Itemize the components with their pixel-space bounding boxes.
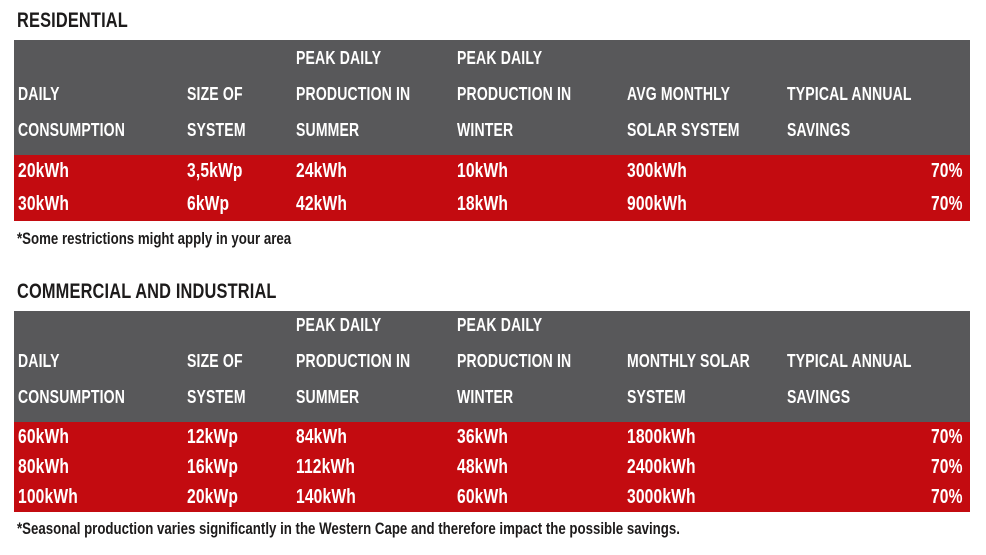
- cell-monthly-solar: 300kWh: [627, 160, 687, 182]
- commercial-title-text: COMMERCIAL AND INDUSTRIAL: [17, 280, 277, 303]
- header-cell-daily-consumption: DAILY CONSUMPTION: [18, 351, 126, 407]
- commercial-header-row: DAILY CONSUMPTION SIZE OF SYSTEM PEAK DA…: [14, 311, 970, 422]
- cell-daily-consumption: 80kWh: [18, 455, 70, 478]
- header-cell-avg-monthly-solar: AVG MONTHLY SOLAR SYSTEM: [627, 84, 740, 140]
- cell-daily-consumption: 30kWh: [18, 193, 70, 215]
- cell-summer-production: 84kWh: [296, 425, 348, 448]
- cell-winter-production: 10kWh: [457, 160, 509, 182]
- cell-monthly-solar: 2400kWh: [627, 455, 696, 478]
- table-row: 30kWh 6kWp 42kWh 18kWh 900kWh 70%: [14, 188, 970, 221]
- cell-system-size: 16kWp: [187, 455, 239, 478]
- commercial-table: DAILY CONSUMPTION SIZE OF SYSTEM PEAK DA…: [14, 311, 970, 512]
- header-cell-daily-consumption: DAILY CONSUMPTION: [18, 84, 126, 140]
- cell-savings: 70%: [931, 160, 963, 182]
- cell-daily-consumption: 20kWh: [18, 160, 70, 182]
- header-cell-peak-production-winter: PEAK DAILY PRODUCTION IN WINTER: [457, 315, 572, 407]
- header-cell-size-of-system: SIZE OF SYSTEM: [187, 351, 246, 407]
- cell-daily-consumption: 100kWh: [18, 485, 78, 508]
- commercial-title: COMMERCIAL AND INDUSTRIAL: [17, 279, 986, 305]
- header-cell-monthly-solar: MONTHLY SOLAR SYSTEM: [627, 351, 750, 407]
- cell-system-size: 12kWp: [187, 425, 239, 448]
- cell-system-size: 20kWp: [187, 485, 239, 508]
- table-row: 20kWh 3,5kWp 24kWh 10kWh 300kWh 70%: [14, 155, 970, 188]
- cell-daily-consumption: 60kWh: [18, 425, 70, 448]
- cell-savings: 70%: [931, 455, 963, 478]
- header-cell-annual-savings: TYPICAL ANNUAL SAVINGS: [787, 351, 912, 407]
- cell-savings: 70%: [931, 193, 963, 215]
- residential-header-row: DAILY CONSUMPTION SIZE OF SYSTEM PEAK DA…: [14, 40, 970, 155]
- commercial-section: COMMERCIAL AND INDUSTRIAL DAILY CONSUMPT…: [14, 279, 986, 539]
- header-cell-peak-production-winter: PEAK DAILY PRODUCTION IN WINTER: [457, 48, 572, 140]
- cell-savings: 70%: [931, 485, 963, 508]
- table-row: 100kWh 20kWp 140kWh 60kWh 3000kWh 70%: [14, 482, 970, 512]
- page: RESIDENTIAL DAILY CONSUMPTION SIZE OF SY…: [14, 8, 986, 539]
- cell-summer-production: 24kWh: [296, 160, 348, 182]
- cell-system-size: 6kWp: [187, 193, 230, 215]
- table-row: 80kWh 16kWp 112kWh 48kWh 2400kWh 70%: [14, 452, 970, 482]
- header-cell-peak-production-summer: PEAK DAILY PRODUCTION IN SUMMER: [296, 48, 411, 140]
- residential-title: RESIDENTIAL: [17, 8, 986, 34]
- cell-system-size: 3,5kWp: [187, 160, 243, 182]
- cell-summer-production: 112kWh: [296, 455, 356, 478]
- header-cell-annual-savings: TYPICAL ANNUAL SAVINGS: [787, 84, 912, 140]
- cell-monthly-solar: 1800kWh: [627, 425, 696, 448]
- cell-winter-production: 18kWh: [457, 193, 509, 215]
- cell-savings: 70%: [931, 425, 963, 448]
- cell-winter-production: 48kWh: [457, 455, 509, 478]
- cell-monthly-solar: 900kWh: [627, 193, 687, 215]
- cell-summer-production: 42kWh: [296, 193, 348, 215]
- cell-monthly-solar: 3000kWh: [627, 485, 696, 508]
- cell-winter-production: 36kWh: [457, 425, 509, 448]
- residential-section: RESIDENTIAL DAILY CONSUMPTION SIZE OF SY…: [14, 8, 986, 249]
- header-cell-peak-production-summer: PEAK DAILY PRODUCTION IN SUMMER: [296, 315, 411, 407]
- commercial-footnote: *Seasonal production varies significantl…: [17, 519, 680, 538]
- table-row: 60kWh 12kWp 84kWh 36kWh 1800kWh 70%: [14, 422, 970, 452]
- residential-footnote: *Some restrictions might apply in your a…: [17, 229, 292, 248]
- residential-title-text: RESIDENTIAL: [17, 9, 128, 32]
- header-cell-size-of-system: SIZE OF SYSTEM: [187, 84, 246, 140]
- cell-winter-production: 60kWh: [457, 485, 509, 508]
- residential-table: DAILY CONSUMPTION SIZE OF SYSTEM PEAK DA…: [14, 40, 970, 221]
- cell-summer-production: 140kWh: [296, 485, 356, 508]
